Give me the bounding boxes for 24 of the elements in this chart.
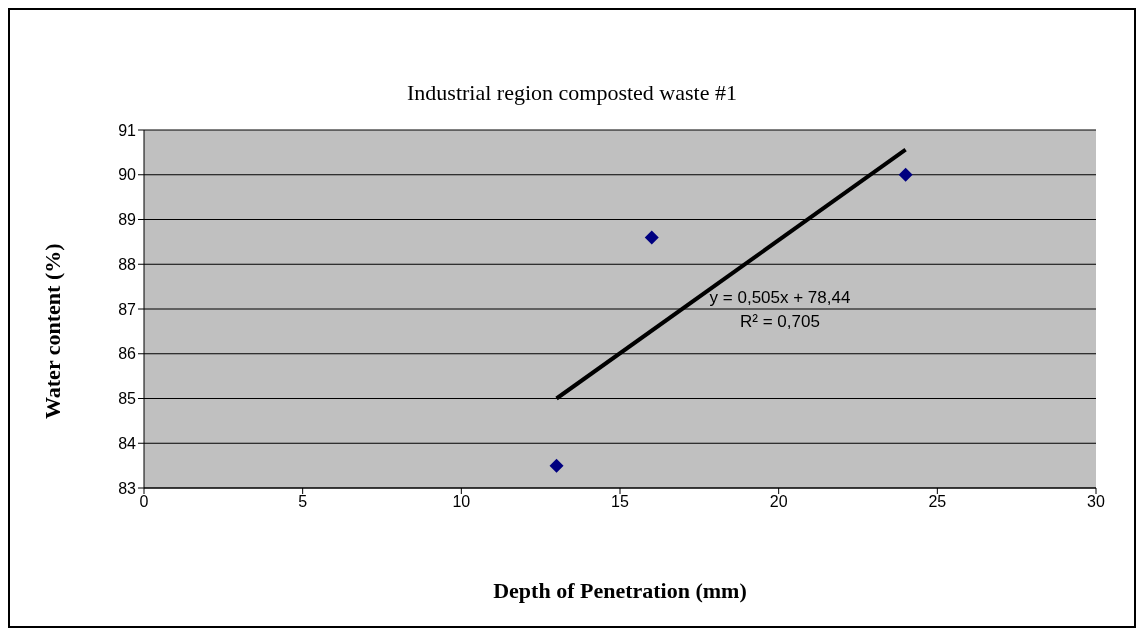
y-tick-label: 84 bbox=[118, 434, 137, 452]
point bbox=[549, 458, 564, 473]
y-tick-label: 91 bbox=[118, 121, 137, 139]
chart-title: Industrial region composted waste #1 bbox=[406, 80, 738, 106]
x-tick-label: 5 bbox=[298, 493, 308, 511]
y-axis-title: Water content (%) bbox=[39, 243, 65, 419]
x-tick-label: 20 bbox=[769, 493, 788, 511]
y-tick-label: 83 bbox=[118, 479, 137, 497]
y-tick-label: 86 bbox=[118, 345, 137, 363]
x-tick-label: 10 bbox=[452, 493, 471, 511]
x-tick-label: 15 bbox=[611, 493, 629, 511]
y-tick-label: 85 bbox=[118, 390, 137, 408]
y-tick-label: 88 bbox=[118, 255, 137, 273]
annotation: y = 0,505x + 78,44 bbox=[708, 287, 852, 309]
x-axis-title: Depth of Penetration (mm) bbox=[493, 578, 747, 603]
y-tick-label: 90 bbox=[118, 166, 137, 184]
annotation: R² = 0,705 bbox=[739, 311, 821, 333]
point bbox=[644, 230, 659, 245]
y-tick-label: 87 bbox=[118, 300, 137, 318]
x-tick-label: 25 bbox=[928, 493, 947, 511]
point bbox=[898, 167, 913, 182]
y-tick-label: 89 bbox=[118, 211, 137, 229]
x-tick-label: 0 bbox=[139, 493, 149, 511]
x-tick-label: 30 bbox=[1087, 493, 1105, 511]
